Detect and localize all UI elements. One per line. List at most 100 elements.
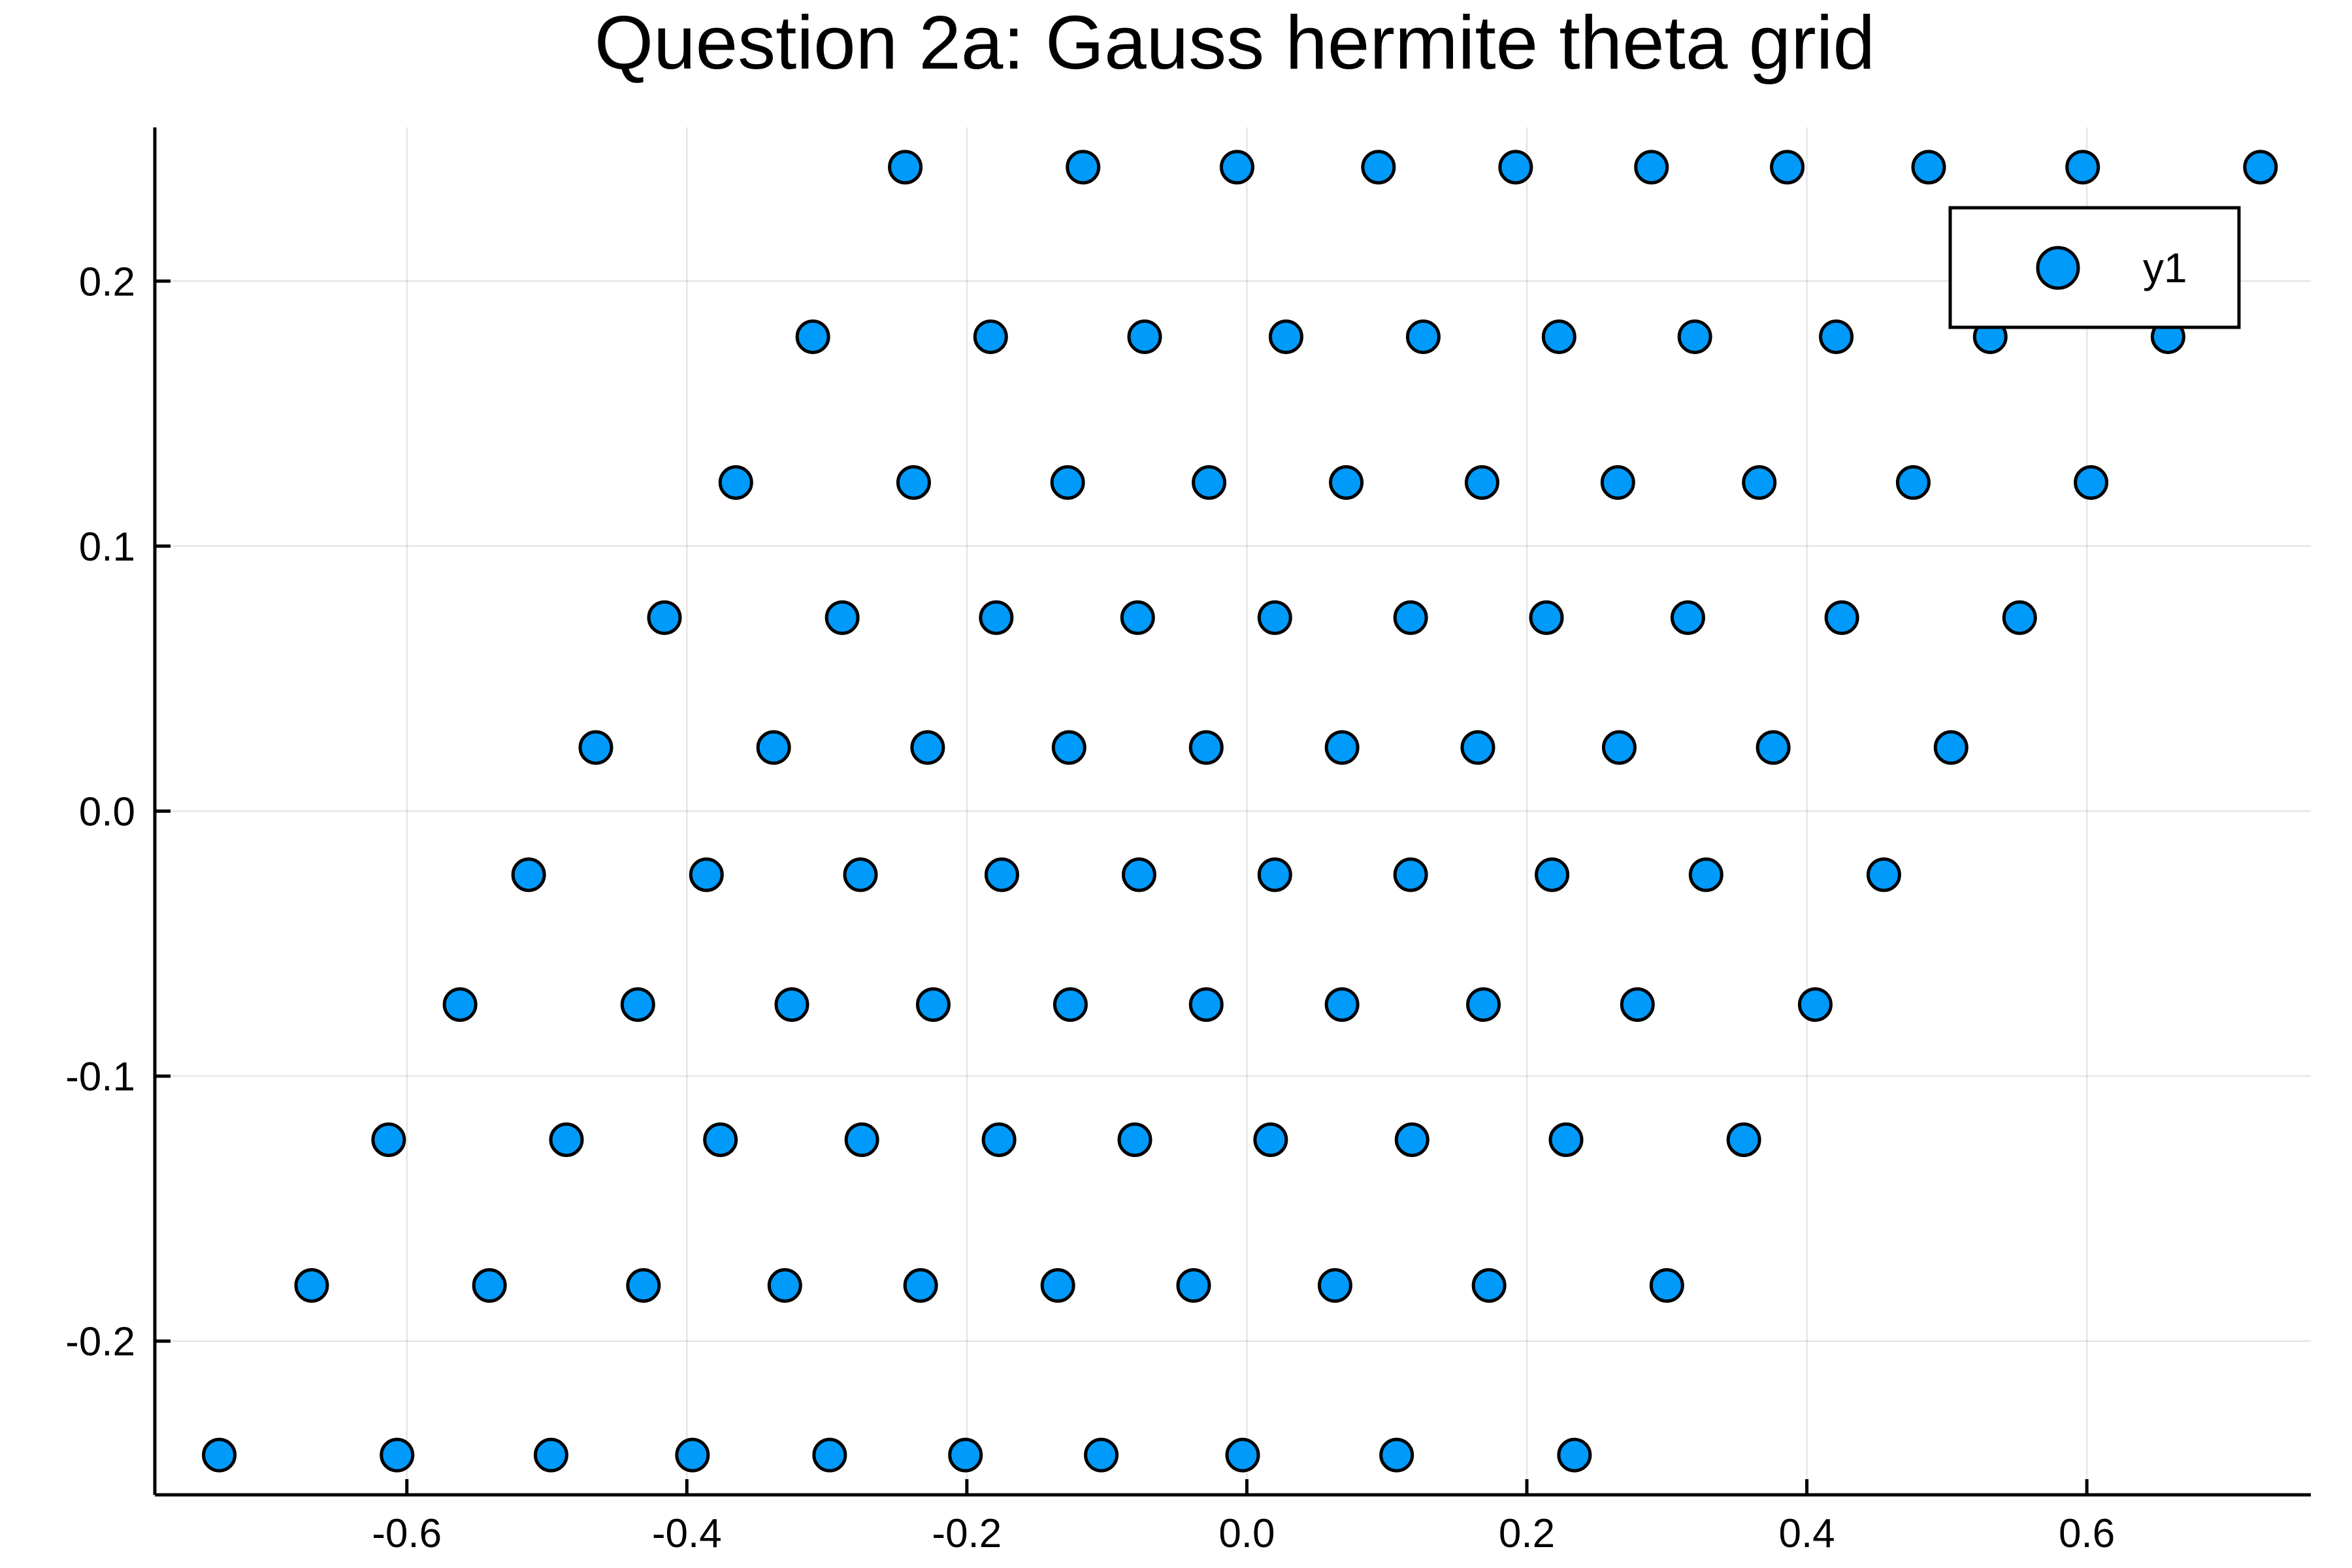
x-tick-label: 0.2 <box>1499 1511 1555 1556</box>
scatter-point <box>1051 730 1086 765</box>
scatter-point <box>1911 150 1946 185</box>
scatter-point <box>1219 150 1254 185</box>
legend-label: y1 <box>2143 244 2187 291</box>
scatter-point <box>1127 319 1162 354</box>
scatter-point <box>1405 319 1441 354</box>
scatter-point <box>1257 857 1292 892</box>
scatter-point <box>1117 1122 1152 1157</box>
scatter-point <box>1329 465 1364 500</box>
scatter-point <box>1529 600 1564 635</box>
y-tick-label: -0.1 <box>65 1054 135 1100</box>
scatter-point <box>981 1122 1017 1157</box>
scatter-point <box>774 987 809 1022</box>
scatter-point <box>675 1437 710 1473</box>
scatter-point <box>1121 857 1156 892</box>
scatter-point <box>1176 1268 1211 1303</box>
scatter-point <box>1797 987 1833 1022</box>
scatter-point <box>1649 1268 1684 1303</box>
scatter-point <box>472 1268 507 1303</box>
scatter-point <box>1053 987 1088 1022</box>
grid-lines <box>155 127 2311 1495</box>
scatter-point <box>2002 600 2037 635</box>
scatter-point <box>1933 730 1968 765</box>
scatter-point <box>948 1437 983 1473</box>
scatter-point <box>1192 465 1227 500</box>
scatter-point <box>1498 150 1533 185</box>
y-tick-label: 0.1 <box>79 525 135 570</box>
scatter-point <box>1394 1122 1429 1157</box>
scatter-point <box>2074 465 2109 500</box>
legend: y1 <box>1948 206 2241 329</box>
scatter-point <box>380 1437 415 1473</box>
scatter-point <box>756 730 791 765</box>
scatter-point <box>549 1122 584 1157</box>
scatter-point <box>1317 1268 1352 1303</box>
scatter-point <box>888 150 923 185</box>
scatter-point <box>1541 319 1576 354</box>
scatter-point <box>767 1268 802 1303</box>
legend-marker <box>2036 246 2080 290</box>
scatter-point <box>1756 730 1791 765</box>
y-tick-label: 0.2 <box>79 259 135 304</box>
x-tick-label: -0.2 <box>932 1511 1002 1556</box>
scatter-point <box>511 857 546 892</box>
legend-box <box>1948 206 2241 329</box>
scatter-point <box>1601 730 1637 765</box>
scatter-point <box>1066 150 1101 185</box>
scatter-point <box>1770 150 1805 185</box>
x-tick-label: 0.6 <box>2059 1511 2115 1556</box>
chart-title: Question 2a: Gauss hermite theta grid <box>595 0 1875 85</box>
scatter-point <box>979 600 1014 635</box>
y-tick-label: 0.0 <box>79 790 135 835</box>
x-tick-label: 0.4 <box>1778 1511 1835 1556</box>
scatter-point <box>1084 1437 1119 1473</box>
x-tick-label: -0.6 <box>372 1511 442 1556</box>
scatter-point <box>910 730 945 765</box>
scatter-point <box>1361 150 1396 185</box>
scatter-point <box>1379 1437 1414 1473</box>
scatter-point <box>795 319 830 354</box>
scatter-point <box>202 1437 237 1473</box>
y-tick-label: -0.2 <box>65 1320 135 1365</box>
scatter-point <box>1824 600 1859 635</box>
scatter-point <box>1268 319 1303 354</box>
scatter-point <box>1471 1268 1507 1303</box>
scatter-point <box>2243 150 2278 185</box>
scatter-point <box>442 987 478 1022</box>
scatter-point <box>844 1122 879 1157</box>
scatter-point <box>1634 150 1669 185</box>
scatter-point <box>1225 1437 1260 1473</box>
scatter-point <box>1548 1122 1584 1157</box>
scatter-point <box>1464 465 1499 500</box>
scatter-point <box>620 987 655 1022</box>
scatter-point <box>1120 600 1155 635</box>
scatter-point <box>718 465 753 500</box>
scatter-point <box>915 987 951 1022</box>
scatter-point <box>1324 730 1360 765</box>
scatter-point <box>973 319 1008 354</box>
scatter-point <box>294 1268 329 1303</box>
scatter-point <box>1670 600 1705 635</box>
scatter-point <box>812 1437 847 1473</box>
scatter-point <box>843 857 878 892</box>
scatter-point <box>1677 319 1712 354</box>
scatter-point <box>1253 1122 1288 1157</box>
scatter-point <box>1866 857 1901 892</box>
scatter-point <box>1188 730 1224 765</box>
scatter-point <box>903 1268 938 1303</box>
scatter-point <box>2065 150 2100 185</box>
scatter-point <box>1688 857 1723 892</box>
scatter-point <box>626 1268 661 1303</box>
x-axis-ticks: -0.6 -0.4 -0.2 0.0 0.2 0.4 0.6 <box>372 1479 2115 1556</box>
scatter-point <box>896 465 931 500</box>
scatter-point <box>1040 1268 1075 1303</box>
scatter-point <box>1895 465 1931 500</box>
x-tick-label: -0.4 <box>652 1511 722 1556</box>
scatter-point <box>1460 730 1495 765</box>
scatter-point <box>371 1122 406 1157</box>
scatter-point <box>1600 465 1635 500</box>
y-axis-ticks: -0.2 -0.1 0.0 0.1 0.2 <box>65 259 171 1365</box>
scatter-point <box>1742 465 1777 500</box>
scatter-point <box>1620 987 1655 1022</box>
scatter-point <box>647 600 682 635</box>
